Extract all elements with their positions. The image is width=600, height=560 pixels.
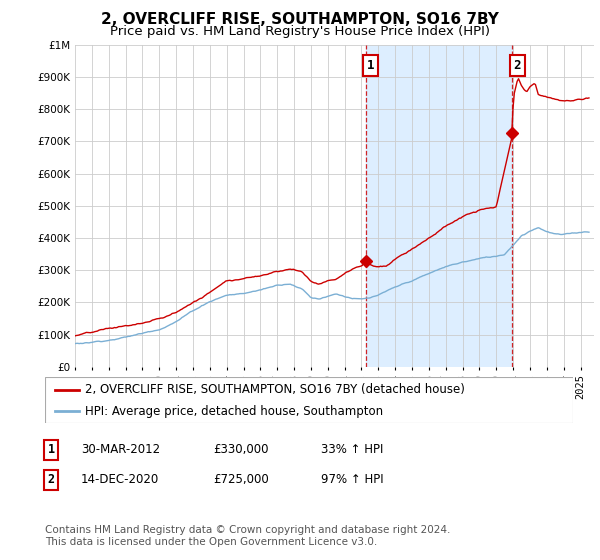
Text: £330,000: £330,000 xyxy=(213,443,269,456)
Text: Contains HM Land Registry data © Crown copyright and database right 2024.
This d: Contains HM Land Registry data © Crown c… xyxy=(45,525,451,547)
Text: 14-DEC-2020: 14-DEC-2020 xyxy=(81,473,159,487)
Bar xyxy=(365,45,512,367)
Text: 2, OVERCLIFF RISE, SOUTHAMPTON, SO16 7BY (detached house): 2, OVERCLIFF RISE, SOUTHAMPTON, SO16 7BY… xyxy=(85,383,464,396)
Text: 30-MAR-2012: 30-MAR-2012 xyxy=(81,443,160,456)
Text: HPI: Average price, detached house, Southampton: HPI: Average price, detached house, Sout… xyxy=(85,405,383,418)
FancyBboxPatch shape xyxy=(45,377,573,423)
Text: 33% ↑ HPI: 33% ↑ HPI xyxy=(321,443,383,456)
Text: 2: 2 xyxy=(514,59,521,72)
Text: £725,000: £725,000 xyxy=(213,473,269,487)
Text: 2, OVERCLIFF RISE, SOUTHAMPTON, SO16 7BY: 2, OVERCLIFF RISE, SOUTHAMPTON, SO16 7BY xyxy=(101,12,499,27)
Text: 2: 2 xyxy=(47,473,55,487)
Text: 1: 1 xyxy=(367,59,374,72)
Text: 97% ↑ HPI: 97% ↑ HPI xyxy=(321,473,383,487)
Text: Price paid vs. HM Land Registry's House Price Index (HPI): Price paid vs. HM Land Registry's House … xyxy=(110,25,490,38)
Text: 1: 1 xyxy=(47,443,55,456)
